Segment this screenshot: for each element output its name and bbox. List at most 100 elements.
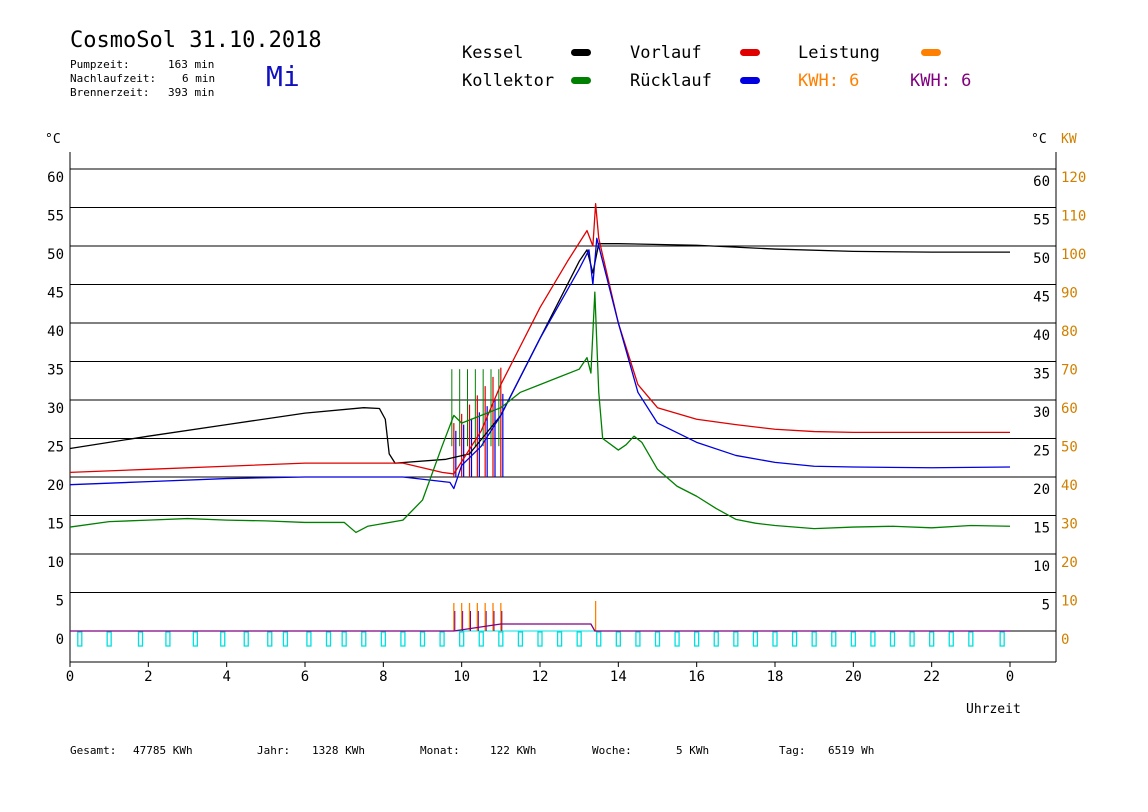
y-right-tick-label: 55 xyxy=(1033,213,1050,229)
pump-marker xyxy=(192,631,198,647)
pump-marker xyxy=(889,631,896,647)
y-axis-kw-ticks: 0 10 20 30 40 50 60 70 80 90 100 110 120 xyxy=(1061,170,1086,648)
pump-marker xyxy=(772,631,778,647)
x-tick-label: 10 xyxy=(453,669,470,685)
footer-jahr-value: 1328 KWh xyxy=(312,744,365,757)
pump-marker xyxy=(615,631,621,647)
y-right-tick-label: 45 xyxy=(1033,290,1050,306)
y-left-tick-label: 45 xyxy=(47,286,64,302)
x-axis-label: Uhrzeit xyxy=(966,702,1021,717)
y-left-tick-label: 15 xyxy=(47,517,64,533)
y-left-tick-label: 55 xyxy=(47,209,64,225)
pump-marker xyxy=(596,631,602,647)
y-left-tick-label: 40 xyxy=(47,324,64,340)
y-kw-tick-label: 10 xyxy=(1061,594,1078,610)
pump-marker xyxy=(380,631,386,647)
stat-nachlaufzeit-label: Nachlaufzeit: xyxy=(70,72,157,85)
y-right-tick-label: 40 xyxy=(1033,328,1050,344)
y-left-tick-label: 60 xyxy=(47,170,64,186)
pump-marker xyxy=(341,631,347,647)
y-left-tick-label: 25 xyxy=(47,440,64,456)
x-tick-label: 2 xyxy=(144,669,152,685)
page-title: CosmoSol 31.10.2018 xyxy=(70,28,322,53)
x-tick-label: 12 xyxy=(532,669,549,685)
y-kw-tick-label: 100 xyxy=(1061,247,1086,263)
pump-marker xyxy=(459,631,465,647)
y-kw-tick-label: 40 xyxy=(1061,478,1078,494)
pump-marker xyxy=(999,631,1005,647)
x-tick-label: 14 xyxy=(610,669,627,685)
legend-kwh-orange: KWH: 6 xyxy=(798,71,860,91)
y-right-tick-label: 30 xyxy=(1033,405,1050,421)
y-kw-tick-label: 120 xyxy=(1061,170,1086,186)
series-vorlauf xyxy=(69,202,1010,475)
pump-marker xyxy=(713,631,719,647)
legend-kollektor: Kollektor xyxy=(462,71,555,91)
stat-brennerzeit-label: Brennerzeit: xyxy=(70,86,150,99)
stat-pumpzeit-value: 163 min xyxy=(168,58,215,71)
footer-tag-value: 6519 Wh xyxy=(828,744,875,757)
pump-marker xyxy=(267,631,273,647)
pump-marker xyxy=(909,631,915,647)
x-axis-ticks: 0 2 4 6 8 10 12 14 16 18 20 22 0 xyxy=(66,662,1014,685)
pump-marker xyxy=(791,631,798,647)
legend-ruecklauf: Rücklauf xyxy=(630,71,712,91)
y-right-tick-label: 15 xyxy=(1033,521,1050,537)
y-left-tick-label: 20 xyxy=(47,478,64,494)
y-kw-tick-label: 80 xyxy=(1061,324,1078,340)
legend-leistung: Leistung xyxy=(798,43,880,63)
y-kw-tick-label: 20 xyxy=(1061,555,1078,571)
y-left-tick-label: 50 xyxy=(47,247,64,263)
legend-ruecklauf-swatch xyxy=(740,77,760,84)
x-tick-label: 4 xyxy=(222,669,230,685)
y-right-tick-label: 10 xyxy=(1033,559,1050,575)
y-left-tick-label: 5 xyxy=(56,594,64,610)
footer-jahr-label: Jahr: xyxy=(257,744,291,757)
stat-pumpzeit-label: Pumpzeit: xyxy=(70,58,130,71)
pump-marker xyxy=(306,631,312,647)
pump-marker xyxy=(556,631,563,647)
x-tick-label: 20 xyxy=(845,669,862,685)
y-left-tick-label: 30 xyxy=(47,401,64,417)
pump-marker xyxy=(948,631,954,647)
pump-marker xyxy=(850,631,856,647)
pump-marker xyxy=(419,631,426,647)
pump-marker xyxy=(733,631,739,647)
series-ruecklauf xyxy=(69,237,1011,490)
legend-leistung-swatch xyxy=(921,49,941,56)
y-left-tick-label: 0 xyxy=(56,632,64,648)
pump-marker xyxy=(752,631,759,647)
y-left-tick-label: 10 xyxy=(47,555,64,571)
series-lines xyxy=(69,202,1011,632)
y-right-tick-label: 25 xyxy=(1033,444,1050,460)
pump-marker xyxy=(811,631,817,647)
y-right-tick-label: 60 xyxy=(1033,174,1050,190)
y-left-tick-label: 35 xyxy=(47,363,64,379)
y-axis-left-ticks: 0 5 10 15 20 25 30 35 40 45 50 55 60 xyxy=(47,170,64,648)
y-kw-tick-label: 30 xyxy=(1061,517,1078,533)
pump-marker xyxy=(77,631,83,647)
pump-marker xyxy=(576,631,582,647)
pump-marker xyxy=(870,631,876,647)
pump-marker xyxy=(220,631,226,647)
footer-woche-label: Woche: xyxy=(592,744,632,757)
pump-marker xyxy=(361,631,367,647)
legend-kwh-purple: KWH: 6 xyxy=(910,71,972,91)
y-axis-right-ticks: 5 10 15 20 25 30 35 40 45 50 55 60 xyxy=(1033,174,1050,614)
burner-spikes xyxy=(451,367,597,631)
pump-marker xyxy=(654,631,661,647)
pump-marker xyxy=(537,631,543,647)
footer-monat-label: Monat: xyxy=(420,744,460,757)
footer-monat-value: 122 KWh xyxy=(490,744,537,757)
pump-marker xyxy=(439,631,445,647)
y-kw-tick-label: 0 xyxy=(1061,632,1069,648)
pump-marker xyxy=(106,631,112,647)
pump-marker xyxy=(498,631,504,647)
y-right-tick-label: 5 xyxy=(1042,598,1050,614)
y-kw-tick-label: 110 xyxy=(1061,209,1086,225)
footer-gesamt-value: 47785 KWh xyxy=(133,744,193,757)
legend-kessel: Kessel xyxy=(462,43,524,63)
footer-woche-value: 5 KWh xyxy=(676,744,710,757)
y-kw-tick-label: 60 xyxy=(1061,401,1078,417)
x-tick-label: 6 xyxy=(301,669,309,685)
